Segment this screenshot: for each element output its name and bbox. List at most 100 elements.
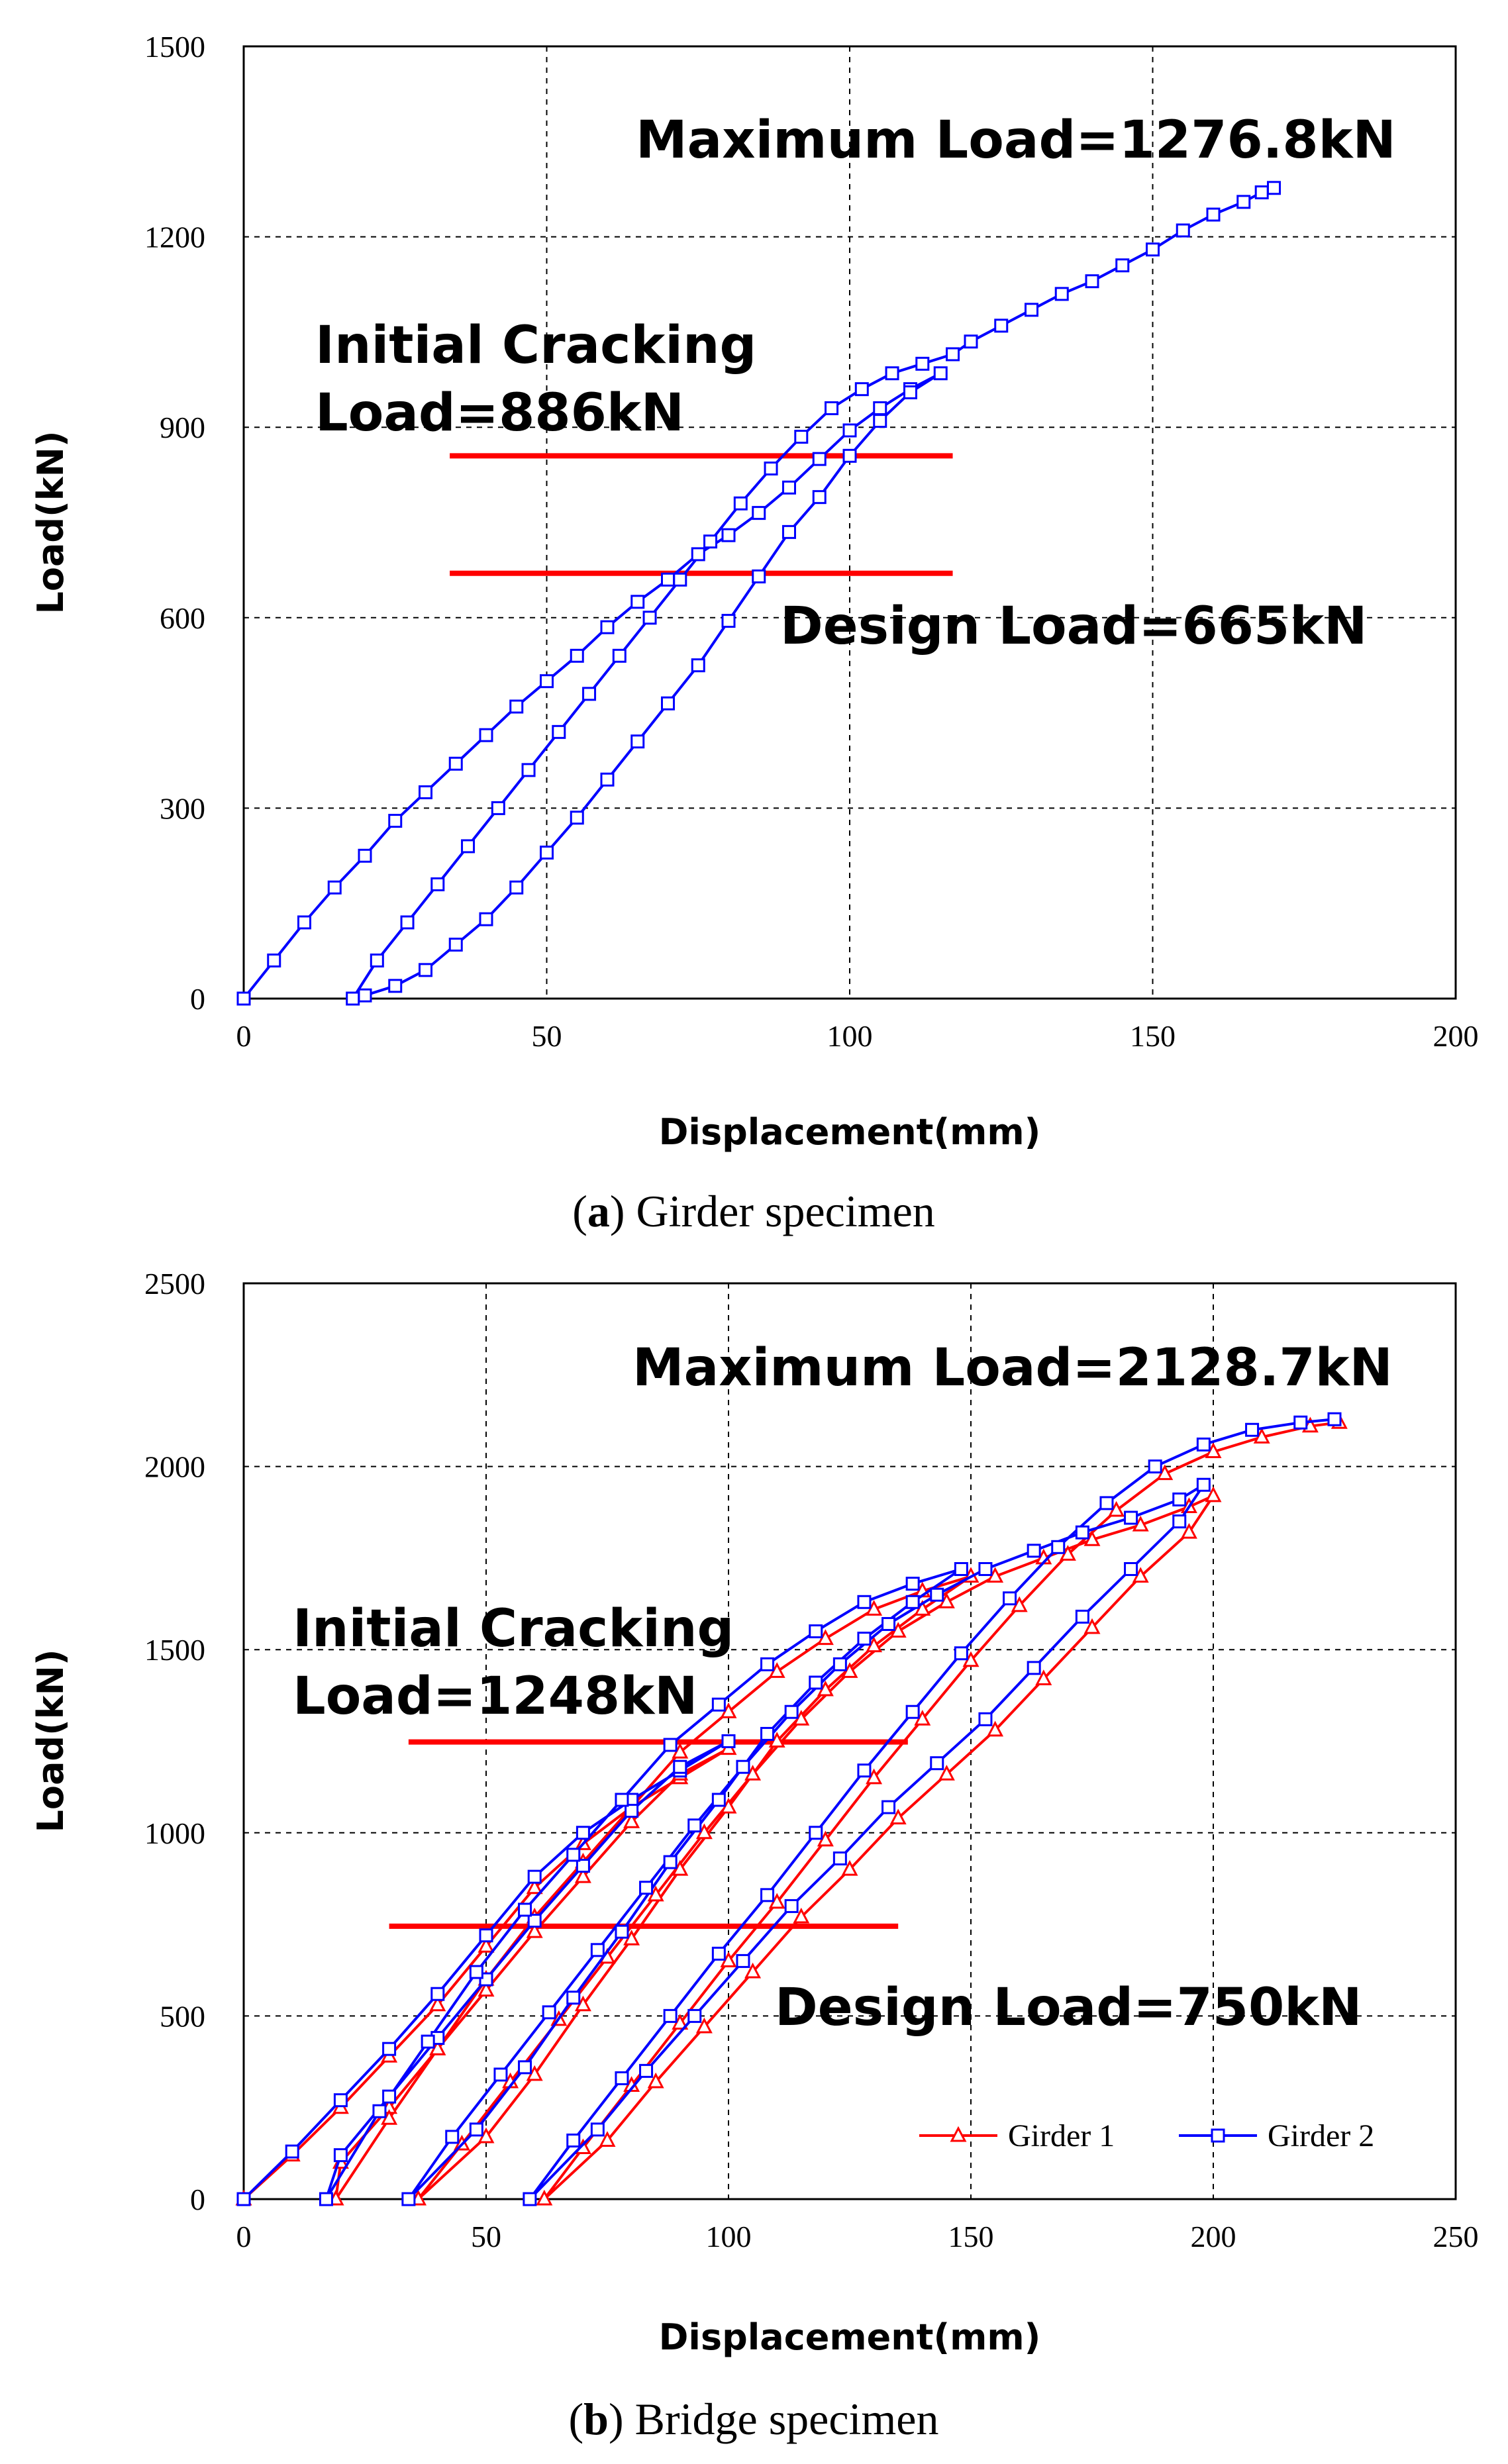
panel-b-data-point-girder-2	[930, 1756, 944, 1771]
panel-b-y-tick-label: 500	[160, 1999, 205, 2033]
panel-a-y-tick-label: 300	[160, 791, 205, 825]
panel-b-data-point-girder-2	[978, 1712, 993, 1726]
panel-b-data-point-girder-2	[687, 1818, 702, 1833]
panel-b-data-point-girder-2	[809, 1826, 823, 1840]
panel-b-data-point-girder-2	[663, 1855, 678, 1869]
panel-b-data-point-girder-1	[1205, 1486, 1222, 1503]
panel-b-initial-cracking-label-line2: Load=1248kN	[293, 1667, 697, 1726]
panel-a-y-tick-label: 600	[160, 601, 205, 635]
panel-a-x-ticks: 0 50 100 150 200	[236, 1019, 1479, 1053]
panel-a-girder-chart: 0 50 100 150 200 0 300 600 900 1200 1500 Displace…	[30, 30, 1479, 1236]
panel-b-data-point-girder-2	[1099, 1496, 1114, 1510]
panel-a-data-point-girder	[764, 462, 778, 476]
panel-b-data-point-girder-2	[469, 1965, 483, 1979]
panel-a-data-point-girder	[346, 991, 360, 1006]
panel-b-data-point-girder-2	[493, 2067, 508, 2082]
panel-b-data-point-girder-2	[857, 1632, 872, 1646]
panel-b-data-point-girder-2	[236, 2192, 251, 2206]
panel-b-series-line-girder-2	[242, 1418, 1335, 2200]
legend-label-girder-2: Girder 2	[1268, 2118, 1374, 2153]
panel-a-x-tick-label: 150	[1130, 1019, 1176, 1053]
panel-b-data-point-girder-1	[647, 2072, 664, 2089]
panel-a-y-axis-label: Load(kN)	[30, 430, 72, 614]
panel-a-data-point-girder	[370, 953, 384, 967]
panel-b-data-point-girder-2	[784, 1704, 799, 1719]
panel-b-data-point-girder-2	[615, 1793, 629, 1807]
panel-a-data-point-girder	[642, 611, 657, 625]
panel-b-data-point-girder-2	[760, 1657, 775, 1671]
panel-a-data-point-girder	[236, 991, 251, 1006]
panel-a-data-point-girder	[752, 569, 766, 583]
panel-a-data-point-girder	[1267, 181, 1281, 195]
panel-a-data-point-girder	[267, 953, 281, 967]
panel-b-data-point-girder-2	[1051, 1540, 1066, 1554]
panel-b-series-line-girder-1	[242, 1421, 1340, 2200]
panel-a-data-point-girder	[661, 696, 675, 711]
panel-b-data-point-girder-2	[711, 1793, 726, 1807]
panel-a-data-point-girder	[752, 506, 766, 520]
panel-a-x-tick-label: 200	[1433, 1019, 1479, 1053]
panel-a-data-point-girder	[461, 839, 476, 854]
panel-b-data-point-girder-2	[978, 1561, 993, 1576]
panel-b-data-point-girder-2	[1027, 1544, 1041, 1558]
panel-b-data-point-girder-2	[479, 1928, 493, 1943]
panel-b-data-point-girder-2	[542, 2005, 556, 2020]
panel-b-data-point-girder-2	[518, 1902, 532, 1917]
panel-b-data-point-girder-2	[881, 1616, 896, 1631]
panel-a-data-point-girder	[1176, 223, 1190, 238]
panel-a-data-point-girder	[721, 614, 736, 628]
panel-b-data-point-girder-1	[938, 1765, 955, 1781]
panel-b-data-point-girder-2	[687, 2008, 702, 2023]
panel-b-plot-frame	[242, 1282, 1457, 2200]
panel-b-y-ticks: 0 500 1000 1500 2000 2500	[144, 1267, 205, 2216]
panel-b-data-point-girder-2	[954, 1646, 968, 1661]
panel-b-data-point-girder-1	[574, 1867, 591, 1883]
panel-b-data-point-girder-2	[1124, 1510, 1138, 1525]
legend-marker-girder-1	[950, 2126, 967, 2142]
panel-b-data-point-girder-1	[478, 1937, 495, 1953]
panel-a-data-point-girder	[479, 912, 493, 926]
panel-b-caption-text: Bridge specimen	[635, 2394, 939, 2444]
panel-b-data-point-girder-1	[536, 2189, 553, 2206]
panel-a-initial-cracking-label-line1: Initial Cracking	[315, 316, 756, 375]
panel-b-data-point-girder-2	[445, 2130, 460, 2144]
panel-a-x-tick-label: 50	[532, 1019, 562, 1053]
panel-b-data-point-girder-2	[809, 1624, 823, 1639]
panel-a-data-point-girder	[1085, 274, 1099, 289]
panel-b-data-point-girder-2	[523, 2192, 537, 2206]
panel-b-data-point-girder-1	[841, 1859, 858, 1876]
panel-b-data-point-girder-2	[469, 2122, 483, 2137]
panel-b-data-point-girder-1	[987, 1720, 1004, 1737]
panel-b-x-tick-label: 150	[948, 2220, 994, 2253]
panel-a-data-point-girder	[915, 356, 930, 371]
panel-b-data-point-girder-2	[1196, 1437, 1211, 1452]
panel-a-data-point-girder	[946, 347, 960, 362]
panel-b-data-point-girder-2	[1172, 1492, 1187, 1506]
panel-b-data-point-girder-2	[760, 1888, 775, 1902]
panel-a-data-point-girder	[430, 877, 445, 891]
panel-b-x-tick-label: 200	[1191, 2220, 1236, 2253]
panel-a-y-tick-label: 0	[190, 982, 205, 1016]
panel-b-data-point-girder-2	[319, 2192, 333, 2206]
panel-a-data-point-girder	[721, 528, 736, 542]
panel-b-data-point-girder-2	[1172, 1514, 1187, 1529]
panel-b-y-tick-label: 2500	[144, 1267, 205, 1301]
panel-a-data-point-girder	[630, 734, 645, 749]
panel-a-maximum-load-label: Maximum Load=1276.8kN	[636, 111, 1396, 170]
panel-a-data-point-girder	[933, 366, 948, 381]
panel-b-series	[235, 1412, 1348, 2206]
panel-a-data-point-girder	[794, 430, 809, 444]
panel-b-data-point-girder-2	[430, 1987, 445, 2001]
panel-b-data-point-girder-2	[1293, 1415, 1308, 1430]
panel-b-y-axis-label: Load(kN)	[30, 1649, 72, 1832]
panel-b-bridge-chart: 0 50 100 150 200 250 0 500 1000 1500 2000 2500 Dis…	[30, 1267, 1479, 2444]
panel-b-data-point-girder-2	[881, 1800, 896, 1814]
panel-b-x-tick-label: 100	[706, 2220, 752, 2253]
panel-b-data-point-girder-2	[1003, 1591, 1017, 1606]
panel-b-data-point-girder-2	[711, 1697, 726, 1712]
panel-b-data-point-girder-1	[1180, 1522, 1197, 1539]
panel-b-data-point-girder-2	[1245, 1422, 1260, 1437]
panel-a-data-point-girder	[612, 648, 627, 663]
panel-a-data-point-girder	[540, 674, 554, 689]
panel-b-data-point-girder-1	[889, 1808, 907, 1825]
